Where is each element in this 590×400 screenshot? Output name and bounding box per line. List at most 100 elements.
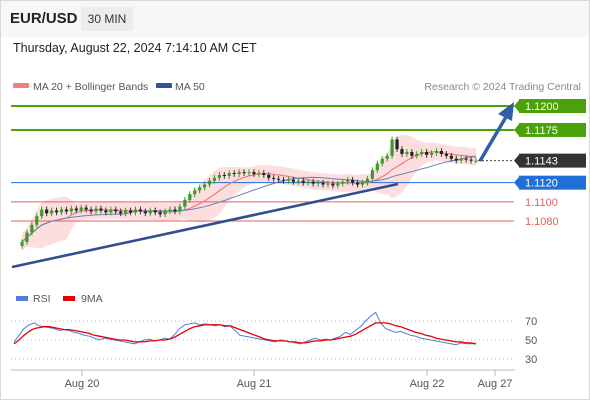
candle-body: [311, 181, 315, 184]
candle-body: [163, 211, 167, 215]
price-level-labels: 1.1200 1.1175 1.1143 1.1120 1.1100 1.1080: [514, 99, 586, 228]
candle-body: [429, 152, 434, 155]
candle-body: [415, 153, 419, 156]
rsi-tick-label: 70: [525, 316, 537, 328]
candle-body: [198, 187, 202, 191]
candle-body: [138, 209, 143, 212]
candle-body: [277, 178, 281, 180]
price-level-label: 1.1143: [525, 156, 558, 168]
timeframe-button[interactable]: 30 MIN: [81, 7, 133, 31]
candle-body: [202, 184, 207, 188]
candle-body: [153, 210, 157, 213]
price-level-label: 1.1175: [525, 125, 558, 137]
candle-body: [405, 152, 409, 154]
candle-body: [375, 163, 379, 171]
ma50-line: [21, 155, 477, 243]
candle-body: [301, 180, 305, 183]
bollinger-bands: [22, 134, 476, 251]
ma9-legend-label: 9MA: [81, 293, 103, 305]
candle-body: [370, 170, 374, 179]
candle-body: [158, 212, 162, 215]
symbol-label: EUR/USD: [10, 10, 78, 27]
rsi-series-9ma: [13, 322, 477, 345]
candle-body: [168, 209, 172, 212]
candle-body: [119, 211, 123, 214]
candle-body: [341, 181, 345, 184]
candle-body: [128, 210, 133, 213]
candle-body: [469, 159, 473, 161]
support-trendline: [11, 182, 399, 269]
candle-body: [444, 153, 448, 156]
candle-body: [50, 210, 54, 214]
header-bar: EUR/USD 30 MIN: [0, 0, 590, 37]
candle-body: [395, 139, 399, 150]
candle-body: [183, 199, 187, 207]
candle-body: [109, 209, 113, 213]
price-level-label: 1.1100: [525, 197, 558, 209]
candle-body: [316, 182, 320, 184]
candle-body: [79, 207, 83, 211]
candle-body: [188, 194, 192, 200]
candle-body: [59, 209, 64, 213]
x-tick-label: Aug 21: [237, 378, 272, 390]
candle-body: [321, 182, 325, 185]
candle-body: [227, 173, 231, 176]
price-level-label: 1.1200: [525, 101, 559, 113]
bollinger-band-area: [22, 134, 476, 251]
candle-body: [400, 149, 404, 154]
candle-body: [178, 206, 182, 212]
x-tick-label: Aug 20: [65, 378, 100, 390]
candle-body: [272, 177, 276, 179]
rsi-legend-swatch: [16, 296, 28, 301]
candle-body: [89, 209, 93, 212]
candle-body: [20, 242, 24, 246]
candle-body: [173, 209, 177, 212]
candle-body: [242, 172, 246, 174]
candle-body: [237, 172, 241, 175]
rsi-series-rsi: [13, 311, 476, 346]
candle-body: [434, 151, 439, 153]
candle-body: [45, 209, 49, 214]
candle-body: [69, 208, 73, 212]
candle-body: [365, 178, 370, 183]
candle-body: [35, 216, 39, 225]
candle-body: [474, 160, 478, 162]
ma50-legend-swatch: [156, 83, 172, 88]
candle-body: [25, 232, 29, 243]
candle-body: [143, 211, 147, 214]
candle-body: [331, 183, 335, 186]
price-level-box: [519, 153, 586, 168]
rsi-tick-label: 30: [525, 354, 537, 366]
candlesticks: [20, 136, 478, 249]
candle-body: [193, 190, 197, 195]
candle-body: [390, 139, 394, 156]
candle-body: [296, 180, 300, 182]
rsi-tick-label: 50: [525, 335, 537, 347]
candle-body: [104, 210, 108, 213]
candle-body: [281, 179, 286, 181]
x-tick-label: Aug 22: [410, 378, 445, 390]
candle-body: [355, 182, 360, 185]
forecast-arrow-shaft: [478, 116, 508, 162]
candle-body: [385, 155, 389, 159]
candle-body: [291, 179, 296, 182]
candle-body: [84, 207, 88, 210]
candle-body: [30, 224, 34, 233]
candle-body: [336, 183, 340, 186]
candle-body: [360, 182, 365, 185]
price-level-label: 1.1120: [525, 178, 558, 190]
candle-body: [380, 158, 384, 164]
datetime-label: Thursday, August 22, 2024 7:14:10 AM CET: [13, 41, 257, 55]
x-tick-label: Aug 27: [478, 378, 513, 390]
candle-body: [207, 180, 212, 185]
candle-body: [217, 175, 221, 178]
candle-body: [114, 209, 118, 212]
candle-body: [124, 210, 128, 214]
x-axis-ticks: Aug 20 Aug 21 Aug 22 Aug 27: [65, 370, 513, 390]
candle-body: [212, 177, 217, 181]
forecast-arrow-icon: [498, 102, 514, 121]
candle-body: [454, 158, 458, 161]
candle-body: [148, 210, 152, 214]
candle-body: [54, 210, 59, 213]
